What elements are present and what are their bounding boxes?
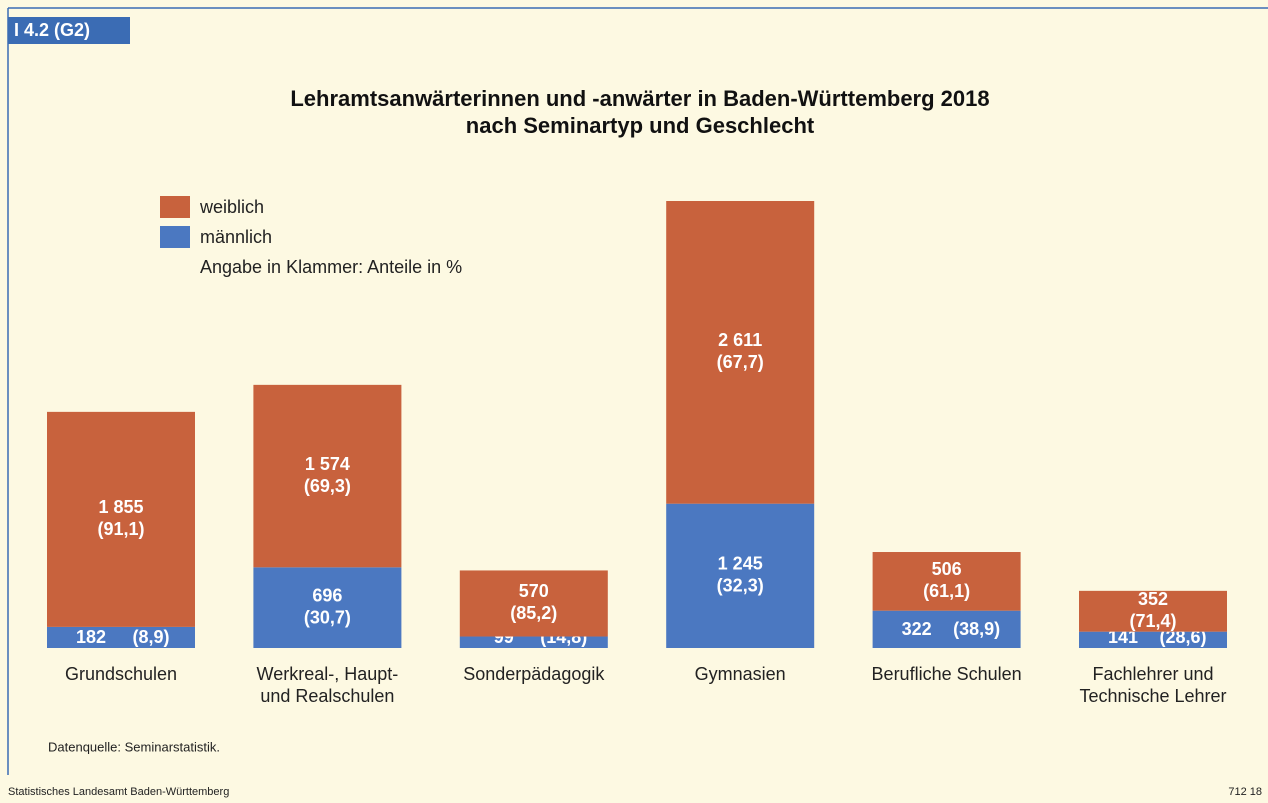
value-label: 2 611	[718, 330, 762, 350]
share-label: (38,9)	[953, 619, 1000, 639]
share-label: (32,3)	[717, 576, 764, 596]
bar-segment	[1079, 631, 1227, 648]
share-label: (67,7)	[717, 352, 764, 372]
value-label: 696	[312, 585, 342, 605]
bar-segment	[253, 567, 402, 648]
value-label: 1 574	[305, 454, 350, 474]
value-label: 1 245	[718, 554, 763, 574]
share-label: (8,9)	[132, 627, 169, 647]
bar-segment	[47, 626, 195, 648]
bar-segment	[872, 610, 1021, 648]
x-tick-label: Berufliche Schulen	[871, 664, 1022, 684]
value-label: 352	[1138, 589, 1168, 609]
bar-segment	[459, 636, 608, 648]
legend-swatch	[160, 226, 190, 248]
value-label: 506	[932, 559, 962, 579]
bar-segment	[1079, 590, 1227, 632]
share-label: (91,1)	[97, 519, 144, 539]
value-label: 141	[1108, 627, 1138, 647]
footer-left: Statistisches Landesamt Baden-Württember…	[8, 786, 229, 798]
footer-right: 712 18	[1228, 786, 1262, 798]
share-label: (69,3)	[304, 476, 351, 496]
legend-label: männlich	[200, 227, 272, 247]
x-tick-label: Sonderpädagogik	[463, 664, 605, 684]
legend-label: weiblich	[199, 197, 264, 217]
bar-segment	[666, 201, 815, 504]
x-tick-label: Fachlehrer und Technische Lehrer	[1079, 664, 1227, 706]
share-label: (85,2)	[510, 603, 557, 623]
x-tick-label: Gymnasien	[694, 664, 786, 684]
chart-subtitle: nach Seminartyp und Geschlecht	[466, 113, 815, 138]
x-tick-label: Werkreal-, Haupt- und Realschulen	[256, 664, 399, 706]
legend-note: Angabe in Klammer: Anteile in %	[200, 257, 462, 277]
share-label: (61,1)	[923, 581, 970, 601]
source: Datenquelle: Seminarstatistik.	[48, 739, 220, 754]
tag: I 4.2 (G2)	[14, 20, 90, 40]
share-label: (30,7)	[304, 607, 351, 627]
share-label: (71,4)	[1129, 611, 1176, 631]
value-label: 1 855	[98, 497, 143, 517]
bar-segment	[666, 503, 815, 648]
value-label: 322	[902, 619, 932, 639]
bar-segment	[253, 384, 402, 568]
value-label: 182	[76, 627, 106, 647]
x-tick-label: Grundschulen	[64, 664, 178, 684]
bar-segment	[872, 552, 1021, 611]
tag-box	[8, 17, 130, 44]
chart-title: Lehramtsanwärterinnen und -anwärter in B…	[290, 86, 989, 111]
value-label: 570	[519, 581, 549, 601]
legend-swatch	[160, 196, 190, 218]
bar-segment	[47, 411, 195, 627]
bar-segment	[459, 570, 608, 637]
share-label: (28,6)	[1159, 627, 1206, 647]
